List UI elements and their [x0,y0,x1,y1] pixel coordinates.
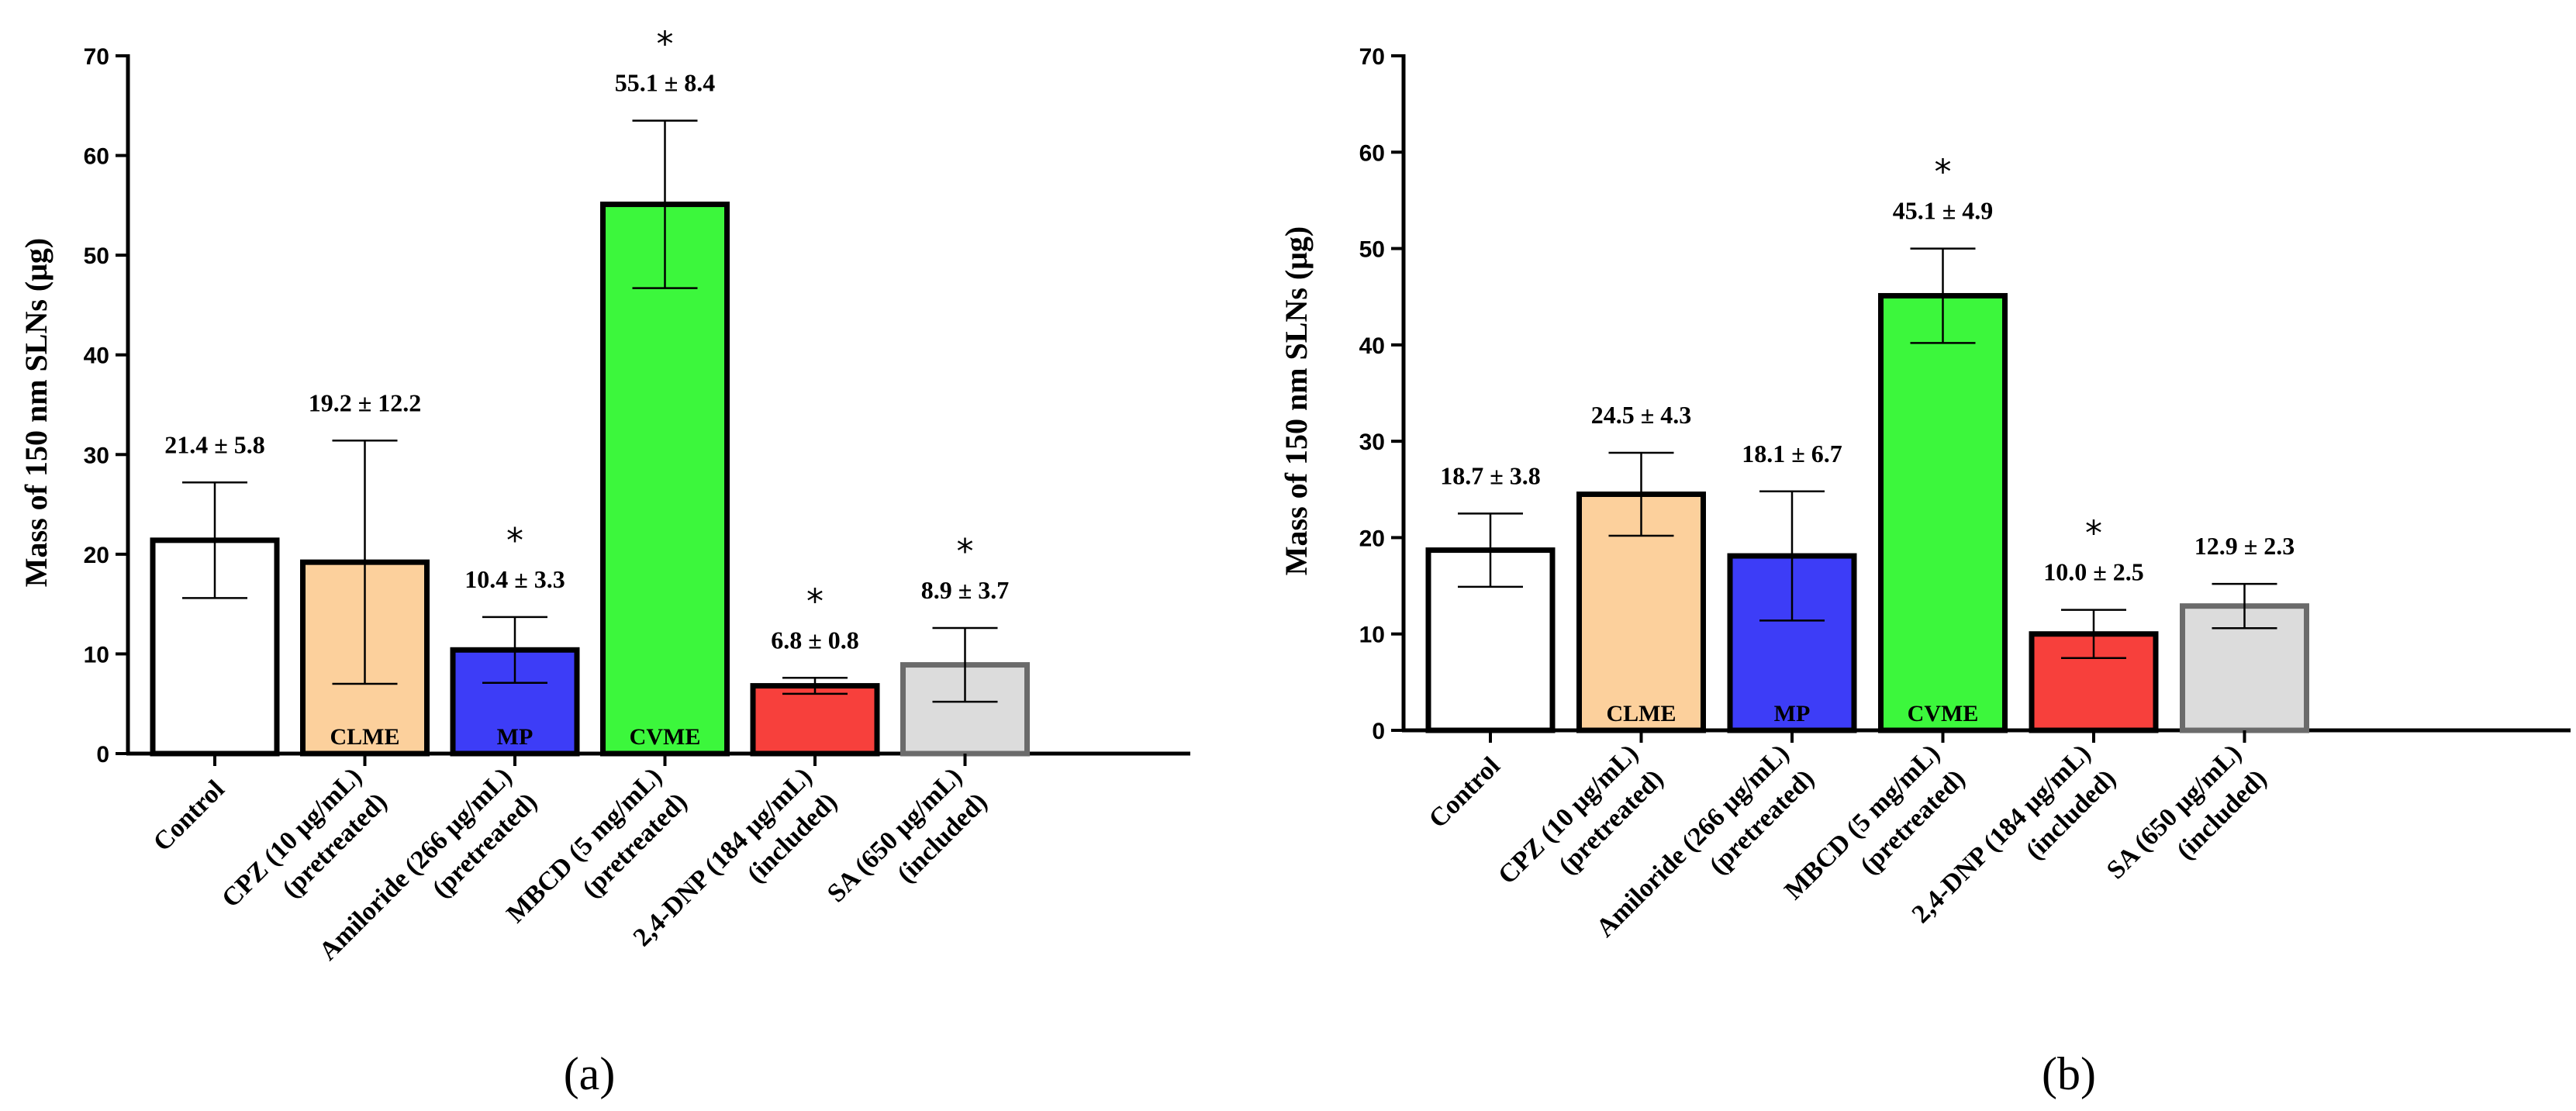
data-label: 10.0 ± 2.5 [2043,558,2144,586]
bar [1878,292,2008,733]
y-tick-label: 0 [1372,719,1385,744]
y-tick-label: 10 [84,642,109,668]
y-tick-label: 50 [1359,237,1385,263]
bar [600,202,730,757]
panel-label: (b) [2042,1048,2096,1099]
bar-inner-label: CVME [1908,701,1979,726]
y-tick-label: 30 [84,443,109,468]
chart-panel-b: 0 10 20 30 40 50 60 70 Mass of 150 nm SLNs (μg) 1… [1279,44,2571,1099]
y-tick-label: 40 [84,343,109,369]
y-axis-title: Mass of 150 nm SLNs (μg) [1279,226,1314,575]
significance-star: * [2085,514,2102,554]
y-tick-label: 60 [1359,140,1385,166]
panel-label: (a) [564,1048,616,1099]
significance-star: * [657,25,674,64]
data-label: 18.7 ± 3.8 [1440,461,1541,489]
x-tick-label: Control [148,775,230,857]
bar-inner-label: MP [1774,701,1811,726]
bar-inner-label: CLME [1607,701,1676,726]
bar-inner-label: CVME [630,724,701,750]
y-tick-label: 20 [84,543,109,568]
significance-star: * [1935,153,1952,192]
y-tick-label: 70 [84,44,109,70]
significance-star: * [806,581,824,621]
y-tick-label: 20 [1359,526,1385,551]
data-label: 19.2 ± 12.2 [309,388,422,416]
y-tick-label: 50 [84,243,109,269]
y-tick-label: 0 [96,742,109,768]
bar-inner-label: MP [497,724,534,750]
bar-inner-label: CLME [330,724,400,750]
y-axis-title: Mass of 150 nm SLNs (μg) [19,238,54,587]
data-label: 21.4 ± 5.8 [164,430,265,458]
y-tick-label: 60 [84,144,109,170]
y-tick-label: 70 [1359,44,1385,70]
y-tick-label: 10 [1359,623,1385,648]
data-label: 24.5 ± 4.3 [1591,401,1692,429]
data-label: 18.1 ± 6.7 [1742,440,1842,468]
bar [750,683,880,757]
data-label: 55.1 ± 8.4 [615,69,716,97]
significance-star: * [506,521,523,561]
chart-panel-a: 0 10 20 30 40 50 60 70 Mass of 150 nm SLNs (μg) 2… [19,25,1190,1099]
data-label: 6.8 ± 0.8 [771,626,859,654]
data-label: 12.9 ± 2.3 [2194,532,2295,560]
y-tick-label: 40 [1359,333,1385,359]
data-label: 45.1 ± 4.9 [1893,197,1994,225]
x-tick-label: Control [1424,751,1506,833]
significance-star: * [957,532,974,571]
data-label: 10.4 ± 3.3 [464,565,565,593]
y-tick-label: 30 [1359,430,1385,455]
data-label: 8.9 ± 3.7 [921,576,1010,604]
